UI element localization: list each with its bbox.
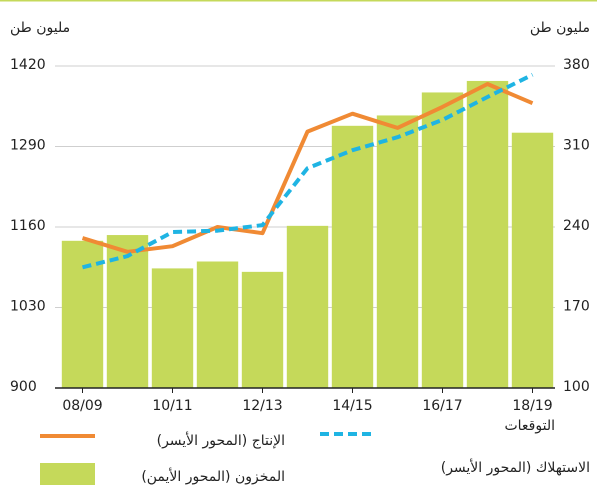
y-tick-label: 1420 (10, 57, 46, 73)
y2-tick-label: 240 (563, 218, 590, 234)
bar (196, 261, 239, 388)
bar (421, 92, 464, 388)
x-tick-label: 16/17 (422, 398, 462, 414)
legend-swatch (40, 463, 95, 485)
y-tick-label: 1290 (10, 138, 46, 154)
bar (286, 225, 329, 388)
y2-tick-label: 380 (563, 57, 590, 73)
x-tick-label: 14/15 (332, 398, 372, 414)
x-tick-label: 08/09 (62, 398, 102, 414)
y2-tick-label: 170 (563, 299, 590, 315)
y2-axis-label: مليون طن (530, 20, 590, 36)
y-tick-label: 1160 (10, 218, 46, 234)
legend-label: الاستهلاك (المحور الأيسر) (441, 458, 590, 476)
legend-label: المخزون (المحور الأيمن) (141, 467, 285, 485)
bar (466, 80, 509, 388)
bar (151, 268, 194, 388)
bar (241, 271, 284, 388)
legend-label: الإنتاج (المحور الأيسر) (157, 431, 285, 449)
x-tick-label: 12/13 (242, 398, 282, 414)
x-tick-label: 18/19 (512, 398, 552, 414)
line-series (82, 72, 534, 270)
y-tick-label: 900 (10, 379, 37, 395)
y2-tick-label: 100 (563, 379, 590, 395)
bar (376, 115, 419, 388)
annotation: التوقعات (504, 418, 555, 434)
bar (331, 125, 374, 389)
line-series (81, 82, 534, 254)
y2-tick-label: 310 (563, 138, 590, 154)
bar (511, 132, 554, 388)
y-tick-label: 1030 (10, 299, 46, 315)
x-tick-label: 10/11 (152, 398, 192, 414)
y-axis-label: مليون طن (10, 20, 70, 36)
